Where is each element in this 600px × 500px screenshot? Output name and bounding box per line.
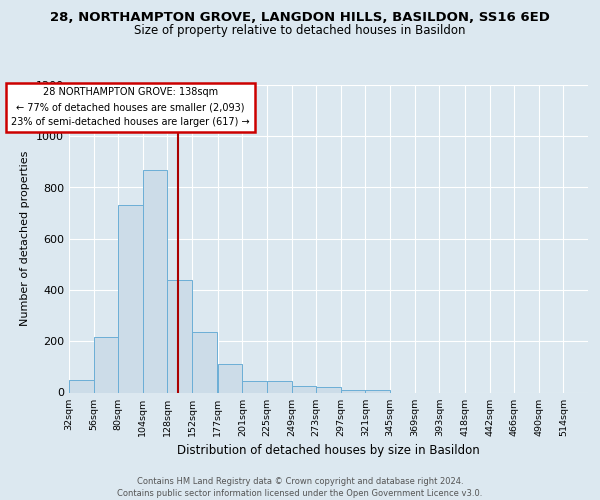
X-axis label: Distribution of detached houses by size in Basildon: Distribution of detached houses by size … (177, 444, 480, 457)
Bar (94, 338, 118, 392)
Bar (192, 332, 217, 392)
Bar (365, 390, 390, 392)
Text: Contains HM Land Registry data © Crown copyright and database right 2024.
Contai: Contains HM Land Registry data © Crown c… (118, 476, 482, 498)
Bar (218, 364, 242, 392)
Bar (341, 390, 365, 392)
Bar (242, 381, 267, 392)
Bar (267, 381, 292, 392)
Bar (69, 380, 94, 392)
Y-axis label: Number of detached properties: Number of detached properties (20, 151, 31, 326)
Text: 28, NORTHAMPTON GROVE, LANGDON HILLS, BASILDON, SS16 6ED: 28, NORTHAMPTON GROVE, LANGDON HILLS, BA… (50, 11, 550, 24)
Bar (316, 388, 341, 392)
Text: Size of property relative to detached houses in Basildon: Size of property relative to detached ho… (134, 24, 466, 37)
Bar (292, 386, 316, 392)
Text: 28 NORTHAMPTON GROVE: 138sqm
← 77% of detached houses are smaller (2,093)
23% of: 28 NORTHAMPTON GROVE: 138sqm ← 77% of de… (11, 88, 250, 127)
Bar (167, 280, 192, 392)
Bar (118, 206, 143, 392)
Bar (143, 170, 167, 392)
